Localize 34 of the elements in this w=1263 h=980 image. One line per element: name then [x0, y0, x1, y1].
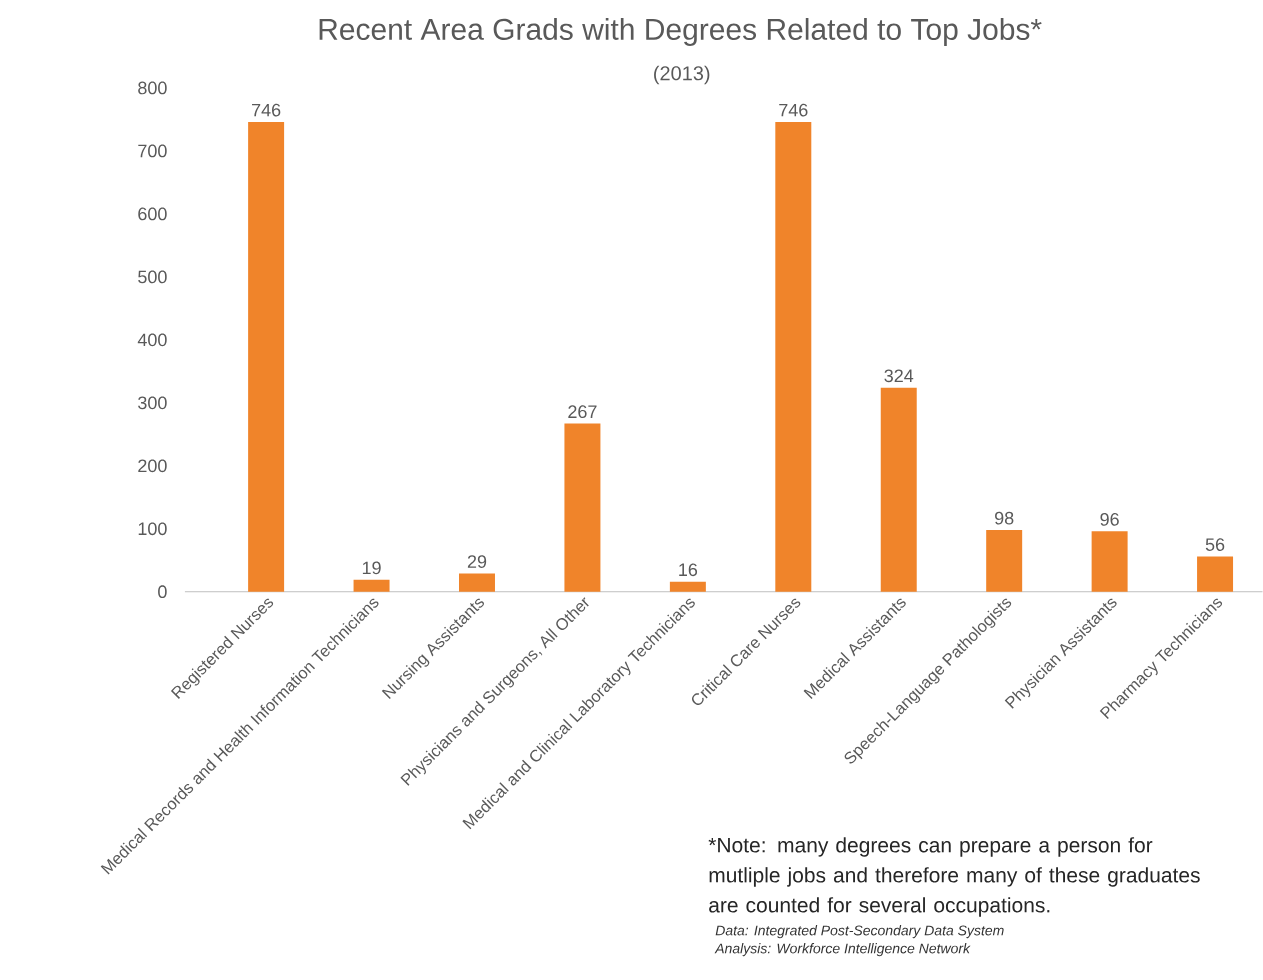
data-label: 746 — [779, 103, 808, 117]
data-label: 29 — [467, 555, 487, 569]
chart-subtitle: (2013) — [654, 65, 710, 85]
data-label: 746 — [252, 103, 281, 117]
y-tick-label: 700 — [138, 144, 167, 158]
bar — [880, 387, 917, 592]
bar — [564, 423, 601, 592]
bar — [986, 530, 1023, 592]
data-label: 56 — [1205, 538, 1225, 552]
y-tick-label: 600 — [138, 207, 167, 221]
data-label: 19 — [362, 561, 381, 575]
data-label: 98 — [995, 511, 1014, 525]
data-label: 267 — [568, 405, 597, 419]
data-label: 96 — [1100, 513, 1119, 526]
y-tick-label: 500 — [138, 270, 167, 284]
bar — [459, 573, 495, 592]
bar — [669, 581, 706, 592]
bar — [353, 579, 390, 592]
bar — [775, 122, 812, 592]
y-tick-label: 300 — [138, 396, 167, 410]
y-tick-label: 800 — [138, 81, 167, 95]
data-label: 16 — [679, 563, 698, 577]
bar — [1197, 556, 1234, 592]
text: Data: Integrated Post-Secondary Data System — [715, 925, 1004, 939]
y-tick-label: 0 — [158, 585, 167, 599]
data-label: 324 — [884, 369, 914, 383]
y-tick-label: 200 — [138, 459, 167, 473]
bar — [1091, 531, 1128, 592]
bar — [248, 122, 285, 592]
text: Analysis: Workforce Intelligence Network — [714, 943, 971, 957]
chart-title: Recent Area Grads with Degrees Related to Top Jobs* — [319, 18, 1042, 47]
text: *Note: many degrees can prepare a person for mutliple jobs and therefore many of these graduates are counted for several occupations. — [708, 837, 1200, 917]
y-tick-label: 400 — [137, 333, 167, 347]
y-tick-label: 100 — [138, 522, 167, 536]
